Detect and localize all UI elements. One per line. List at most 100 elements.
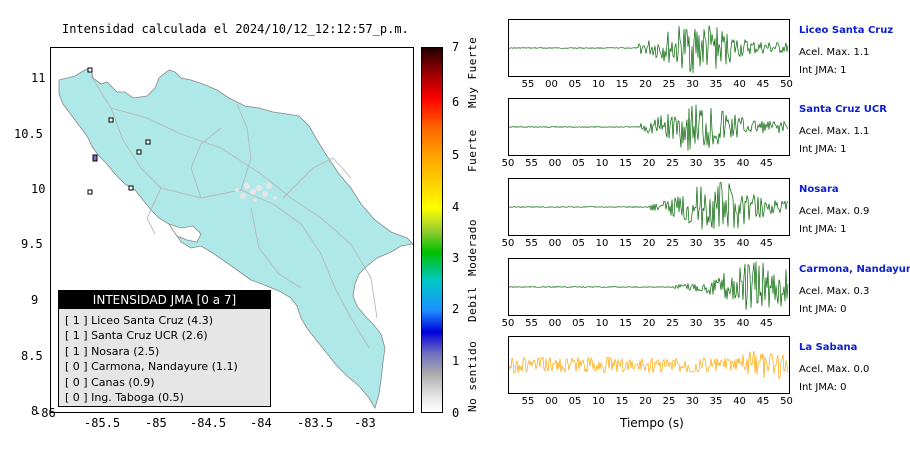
station-max-accel: Acel. Max. 1.1 [799, 47, 870, 58]
station-marker [128, 185, 134, 191]
time-tick: 30 [689, 158, 703, 169]
time-tick: 45 [760, 238, 773, 249]
colorbar-tick: 1 [452, 354, 460, 368]
time-tick: 55 [521, 79, 535, 90]
legend-item: [ 0 ] Canas (0.9) [65, 375, 155, 389]
colorbar-tick: 6 [452, 95, 460, 109]
time-tick: 35 [713, 318, 726, 329]
time-tick: 30 [689, 318, 703, 329]
station-jma-intensity: Int JMA: 0 [799, 382, 847, 393]
colorbar-tick: 5 [452, 148, 460, 162]
time-tick: 20 [639, 396, 652, 407]
time-tick: 00 [545, 79, 558, 90]
time-tick: 00 [545, 396, 558, 407]
station-marker [87, 189, 93, 195]
time-tick: 00 [548, 158, 562, 169]
colorbar-tick: 0 [452, 406, 460, 420]
map-title: Intensidad calculada el 2024/10/12_12:12… [62, 22, 409, 36]
x-tick: -85.5 [84, 416, 121, 430]
time-tick: 25 [666, 318, 679, 329]
station-marker [87, 67, 93, 73]
time-tick: 40 [733, 396, 746, 407]
time-tick: 55 [521, 396, 535, 407]
waveform-panel [508, 98, 790, 156]
station-jma-intensity: Int JMA: 1 [799, 224, 847, 235]
time-tick: 40 [736, 158, 750, 169]
y-tick: 8 [31, 404, 39, 418]
time-tick: 10 [595, 238, 609, 249]
waveform-svg [508, 182, 789, 230]
time-tick: 35 [713, 158, 726, 169]
time-tick: 50 [501, 238, 515, 249]
category-moderado: Moderado [466, 219, 479, 276]
time-tick: 05 [568, 396, 582, 407]
category-fuerte: Fuerte [466, 129, 479, 172]
station-name: Santa Cruz UCR [799, 104, 887, 115]
x-tick: -86 [34, 406, 56, 420]
time-tick: 55 [525, 318, 538, 329]
time-tick: 25 [666, 158, 679, 169]
time-tick: 50 [780, 396, 793, 407]
time-tick: 45 [756, 79, 770, 90]
waveform-svg [508, 351, 789, 379]
station-name: Carmona, Nandayure [799, 264, 910, 275]
waveform-trace [509, 261, 789, 310]
legend-item: [ 1 ] Nosara (2.5) [65, 344, 160, 358]
station-jma-intensity: Int JMA: 1 [799, 65, 847, 76]
time-tick: 45 [760, 318, 773, 329]
waveform-time-axis: 50 55 00 05 10 15 20 25 30 35 40 45 [502, 158, 790, 170]
waveform-time-axis: 55 00 05 10 15 20 25 30 35 40 45 50 [508, 79, 793, 91]
time-tick: 30 [689, 238, 703, 249]
time-tick: 35 [709, 396, 723, 407]
time-tick: 10 [595, 158, 609, 169]
station-max-accel: Acel. Max. 0.3 [799, 286, 870, 297]
x-tick: -83 [354, 416, 376, 430]
time-tick: 40 [736, 318, 750, 329]
waveform-time-axis: 50 55 00 05 10 15 20 25 30 35 40 45 [502, 238, 790, 250]
x-tick: -83.5 [297, 416, 334, 430]
time-tick: 50 [501, 318, 515, 329]
time-tick: 40 [736, 238, 750, 249]
legend-title: INTENSIDAD JMA [0 a 7] [59, 291, 270, 309]
time-tick: 15 [615, 79, 629, 90]
legend-item: [ 0 ] Ing. Taboga (0.5) [65, 391, 184, 405]
intensity-legend: INTENSIDAD JMA [0 a 7] [ 1 ] Liceo Santa… [58, 290, 271, 407]
y-tick: 11 [31, 71, 46, 85]
waveform-trace [509, 25, 789, 74]
y-tick: 10 [31, 182, 46, 196]
waveform-time-axis: 50 55 00 05 10 15 20 25 30 35 40 45 [502, 318, 790, 330]
station-jma-intensity: Int JMA: 1 [799, 144, 847, 155]
time-tick: 10 [592, 79, 605, 90]
waveform-trace [508, 182, 789, 230]
nicoya-gulf [168, 223, 202, 243]
city-cluster [235, 183, 277, 202]
station-name: Liceo Santa Cruz [799, 25, 894, 36]
station-marker [136, 149, 142, 155]
time-tick: 50 [780, 79, 793, 90]
legend-item: [ 1 ] Santa Cruz UCR (2.6) [65, 329, 208, 343]
legend-item: [ 0 ] Carmona, Nandayure (1.1) [65, 360, 238, 374]
time-tick: 25 [662, 79, 676, 90]
y-tick: 9.5 [21, 237, 43, 251]
time-tick: 20 [639, 79, 652, 90]
time-tick: 25 [662, 396, 676, 407]
waveform-trace [508, 104, 789, 151]
waveform-time-axis: 55 00 05 10 15 20 25 30 35 40 45 50 [508, 396, 793, 408]
waveform-panel [508, 336, 790, 394]
costa-rica-map-svg [58, 67, 413, 409]
x-tick: -84.5 [190, 416, 227, 430]
x-tick: -85 [145, 416, 167, 430]
station-marker-liceo [92, 154, 98, 162]
time-tick: 40 [733, 79, 746, 90]
waveform-svg [508, 104, 789, 151]
time-tick: 05 [572, 158, 585, 169]
station-max-accel: Acel. Max. 0.0 [799, 364, 870, 375]
time-tick: 45 [756, 396, 770, 407]
station-marker [108, 117, 114, 123]
roads [90, 75, 378, 349]
time-tick: 45 [760, 158, 773, 169]
time-tick: 15 [619, 318, 632, 329]
time-tick: 25 [666, 238, 679, 249]
time-tick: 10 [595, 318, 609, 329]
time-tick: 30 [686, 396, 699, 407]
